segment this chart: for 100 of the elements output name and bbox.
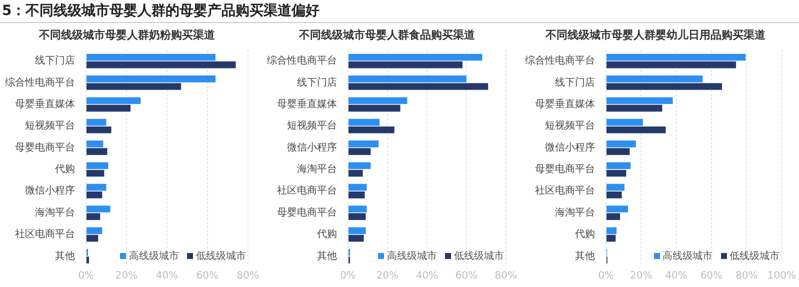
bar — [86, 192, 102, 198]
bar — [86, 234, 98, 242]
bar — [86, 83, 182, 90]
y-tick-label: 海淘平台 — [297, 163, 337, 176]
y-tick-label: 海淘平台 — [555, 206, 595, 218]
bar — [348, 118, 380, 126]
bar — [86, 227, 102, 234]
y-tick-label: 母婴垂直媒体 — [15, 98, 75, 110]
y-tick-label: 其他 — [317, 250, 337, 262]
y-tick-label: 代购 — [574, 229, 595, 240]
bar — [606, 126, 666, 134]
bar — [86, 104, 131, 112]
y-tick-label: 微信小程序 — [25, 184, 75, 197]
bar — [606, 104, 662, 112]
y-tick-label: 微信小程序 — [545, 141, 595, 154]
bar — [348, 104, 400, 112]
y-tick-label: 代购 — [54, 164, 75, 176]
y-tick-label: 母婴垂直媒体 — [535, 98, 595, 110]
x-tick-label: 40% — [665, 270, 688, 282]
x-tick-label: 100% — [767, 270, 796, 282]
legend-label: 高线级城市 — [662, 250, 713, 263]
bar — [86, 126, 112, 134]
bar — [348, 192, 365, 198]
bar — [606, 162, 631, 170]
bar — [86, 140, 104, 148]
bar — [606, 118, 643, 126]
bar — [606, 227, 617, 234]
bar — [606, 140, 636, 148]
y-tick-label: 母婴电商平台 — [277, 206, 337, 218]
bar — [606, 184, 624, 191]
y-tick-label: 社区电商平台 — [277, 184, 337, 197]
y-tick-label: 社区电商平台 — [535, 184, 595, 197]
bar — [606, 213, 620, 220]
y-tick-label: 代购 — [316, 229, 337, 240]
x-tick-label: 80% — [236, 270, 260, 282]
bar — [606, 170, 626, 177]
y-tick-label: 社区电商平台 — [15, 228, 75, 240]
bar — [606, 206, 628, 212]
bar — [348, 227, 366, 234]
bar — [606, 83, 722, 90]
bar — [86, 54, 216, 61]
y-tick-label: 母婴电商平台 — [15, 141, 75, 154]
y-tick-label: 短视频平台 — [287, 120, 337, 132]
y-tick-label: 短视频平台 — [545, 120, 595, 132]
bar — [348, 162, 371, 170]
bar — [86, 256, 90, 264]
x-tick-label: 80% — [494, 270, 518, 282]
x-tick-label: 0% — [78, 270, 94, 282]
bar — [348, 140, 379, 148]
y-tick-label: 母婴垂直媒体 — [277, 98, 337, 110]
x-tick-label: 20% — [115, 270, 138, 282]
y-tick-label: 其他 — [55, 250, 75, 262]
bar — [86, 162, 108, 170]
x-tick-label: 40% — [156, 270, 178, 282]
bar — [606, 54, 746, 61]
bar — [348, 61, 462, 68]
bar — [348, 148, 371, 155]
x-tick-label: 40% — [416, 270, 438, 282]
chart-title: 不同线级城市母婴人群奶粉购买渠道 — [38, 28, 216, 42]
x-tick-label: 60% — [455, 270, 478, 282]
bar — [606, 148, 630, 155]
bar — [86, 148, 108, 155]
y-tick-label: 综合性电商平台 — [525, 54, 595, 67]
bar — [606, 61, 736, 68]
y-tick-label: 海淘平台 — [35, 206, 75, 218]
bar — [606, 192, 622, 198]
bar — [606, 76, 703, 82]
bar — [348, 97, 408, 104]
chart-title: 不同线级城市母婴人群食品购买渠道 — [298, 28, 476, 42]
y-tick-label: 线下门店 — [555, 76, 595, 88]
bar — [348, 234, 364, 242]
bar — [86, 213, 100, 220]
legend-label: 低线级城市 — [452, 250, 504, 263]
bar — [86, 61, 236, 68]
x-tick-label: 0% — [340, 270, 356, 282]
x-tick-label: 20% — [376, 270, 399, 282]
y-tick-label: 微信小程序 — [287, 141, 337, 154]
y-tick-label: 综合性电商平台 — [267, 54, 337, 67]
x-tick-label: 80% — [735, 270, 758, 282]
legend-label: 高线级城市 — [128, 250, 179, 263]
bar — [86, 170, 104, 177]
bar — [86, 118, 106, 126]
bar — [86, 76, 216, 82]
bar — [348, 184, 367, 191]
chart-title: 不同线级城市母婴人群婴幼儿日用品购买渠道 — [544, 28, 766, 42]
y-tick-label: 线下门店 — [35, 54, 75, 67]
bar — [348, 76, 466, 82]
bar — [348, 213, 366, 220]
bar — [348, 54, 482, 61]
x-tick-label: 0% — [598, 270, 614, 282]
y-tick-label: 其他 — [575, 250, 595, 262]
legend-label: 高线级城市 — [386, 250, 437, 263]
bar — [86, 184, 106, 191]
x-tick-label: 20% — [630, 270, 652, 282]
y-tick-label: 线下门店 — [297, 76, 337, 88]
y-tick-label: 短视频平台 — [25, 120, 75, 132]
x-tick-label: 60% — [700, 270, 723, 282]
x-tick-label: 60% — [196, 270, 219, 282]
legend-label: 低线级城市 — [728, 250, 780, 263]
text: 5：不同线级城市母婴人群的母婴产品购买渠道偏好 — [0, 0, 799, 23]
